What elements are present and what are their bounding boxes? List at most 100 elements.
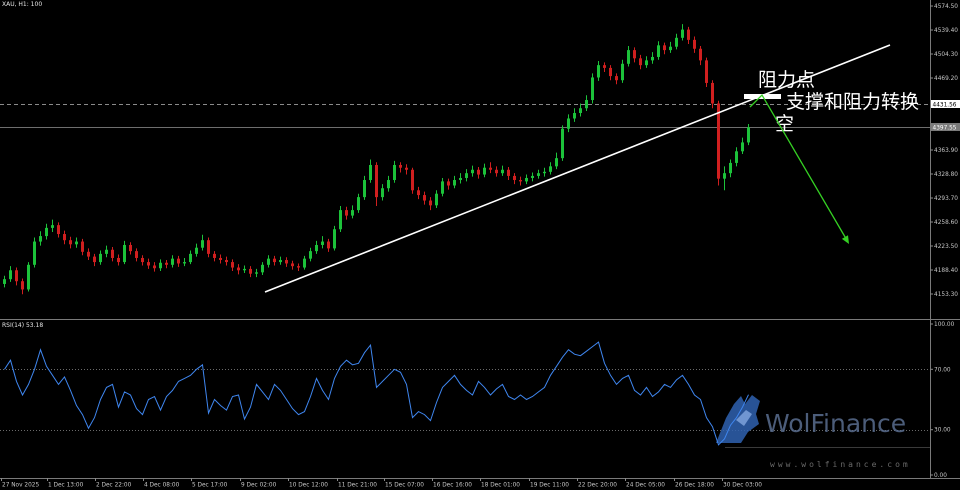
candle <box>27 262 30 292</box>
candle-body <box>735 151 738 163</box>
watermark: WolFinance www.wolfinance.com <box>716 395 930 469</box>
candle-body <box>405 167 408 170</box>
price-level-lines <box>0 104 930 128</box>
candle <box>633 47 636 63</box>
candle <box>339 206 342 232</box>
candle <box>483 163 486 178</box>
x-tick-label: 4 Dec 08:00 <box>144 483 180 489</box>
candle-body <box>519 180 522 182</box>
y-tick-label: 4188.40 <box>934 268 958 274</box>
time-axis: 27 Nov 2025 1 Dec 13:00 2 Dec 22:00 4 Dec 0… <box>1 478 762 489</box>
candle-body <box>399 164 402 168</box>
x-tick-label: 16 Dec 16:00 <box>433 483 472 489</box>
candle-body <box>87 251 90 257</box>
candle-body <box>201 240 204 248</box>
candle-body <box>381 188 384 198</box>
y-tick-label: 4293.70 <box>934 196 958 202</box>
candle <box>741 137 744 155</box>
candle-body <box>333 229 336 249</box>
candle-body <box>369 164 372 181</box>
watermark-url: www.wolfinance.com <box>770 460 911 469</box>
x-tick-label: 26 Dec 18:00 <box>675 483 714 489</box>
sr-flip-label-line1: 支撑和阻力转换 <box>786 91 919 113</box>
candle <box>237 264 240 275</box>
candle <box>3 275 6 288</box>
candle-body <box>171 258 174 265</box>
annotation-group: 阻力点 支撑和阻力转换 空 <box>744 69 919 244</box>
candle-body <box>543 171 546 174</box>
candle <box>21 278 24 295</box>
y-tick-label: 4153.30 <box>934 292 958 298</box>
candle <box>135 248 138 262</box>
candle-body <box>699 48 702 61</box>
candle <box>177 255 180 267</box>
candle <box>585 95 588 111</box>
candle <box>231 259 234 271</box>
price-plot-area[interactable] <box>0 0 930 319</box>
candle <box>495 166 498 177</box>
candle-body <box>165 262 168 265</box>
candle <box>183 257 186 267</box>
candle <box>447 178 450 190</box>
candle-body <box>429 200 432 206</box>
candle-body <box>135 251 138 258</box>
candle-body <box>51 225 54 228</box>
candle <box>459 173 462 184</box>
rsi-plot-area[interactable] <box>0 320 930 478</box>
candle-body <box>645 60 648 66</box>
x-tick-label: 30 Dec 03:00 <box>723 483 762 489</box>
candle <box>579 103 582 117</box>
candle <box>45 223 48 240</box>
candle-body <box>585 100 588 109</box>
candle-body <box>447 181 450 186</box>
y-tick-label: 4539.40 <box>934 28 958 34</box>
candle <box>549 162 552 175</box>
candle <box>441 177 444 197</box>
candle-body <box>525 177 528 182</box>
price-level-label: 4397.55 <box>933 126 957 132</box>
candle-body <box>177 258 180 264</box>
candle-body <box>579 108 582 114</box>
candle <box>87 248 90 261</box>
candle <box>219 254 222 264</box>
candle-body <box>627 50 630 64</box>
candle <box>327 238 330 252</box>
rsi-level-lines <box>0 369 930 431</box>
candle <box>261 262 264 276</box>
candle-body <box>591 77 594 101</box>
candle <box>525 174 528 185</box>
candle-body <box>489 167 492 170</box>
candle <box>645 56 648 68</box>
candle <box>735 147 738 167</box>
candle <box>393 160 396 183</box>
price-level-label: 4431.56 <box>933 103 957 109</box>
candle-body <box>669 46 672 51</box>
candle <box>69 236 72 249</box>
candle <box>165 260 168 269</box>
candle <box>597 61 600 81</box>
candle <box>267 255 270 268</box>
candle <box>303 255 306 270</box>
candle-body <box>687 29 690 40</box>
candle-body <box>69 240 72 245</box>
candle-body <box>549 166 552 172</box>
candle <box>93 253 96 267</box>
candle <box>159 259 162 271</box>
rsi-series-line <box>4 341 749 446</box>
candle <box>699 46 702 66</box>
candle <box>615 73 618 85</box>
candle <box>369 159 372 183</box>
price-level-box <box>931 123 960 131</box>
candle-body <box>573 113 576 119</box>
x-tick-label: 15 Dec 07:00 <box>385 483 424 489</box>
candle <box>681 24 684 41</box>
y-tick-label: 4223.50 <box>934 244 958 250</box>
candle-body <box>255 272 258 274</box>
candle-body <box>723 173 726 179</box>
candle <box>99 250 102 265</box>
candle-body <box>111 249 114 258</box>
rsi-tick-label: 0.00 <box>934 473 947 479</box>
candle <box>141 255 144 266</box>
candle-body <box>213 253 216 258</box>
